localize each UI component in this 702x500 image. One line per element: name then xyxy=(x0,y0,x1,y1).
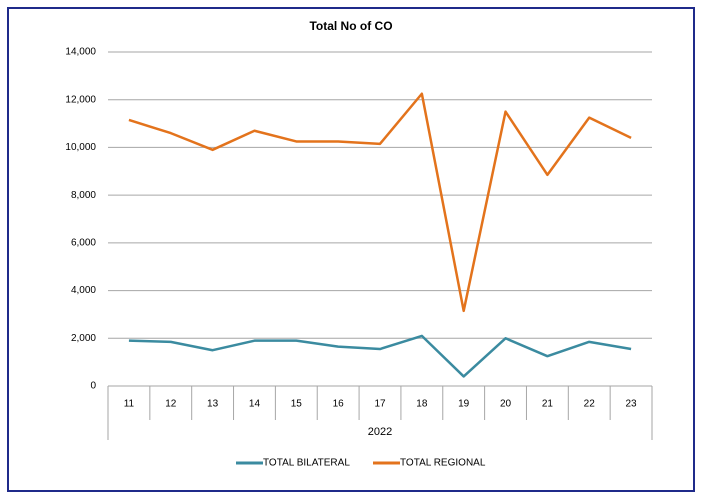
legend-label: TOTAL BILATERAL xyxy=(263,458,350,469)
y-tick-label: 6,000 xyxy=(71,237,96,248)
x-tick-label: 20 xyxy=(500,399,512,410)
x-tick-label: 22 xyxy=(584,399,596,410)
x-tick-label: 12 xyxy=(165,399,177,410)
x-tick-label: 14 xyxy=(249,399,261,410)
x-tick-label: 17 xyxy=(374,399,386,410)
x-tick-label: 13 xyxy=(207,399,219,410)
y-tick-label: 10,000 xyxy=(65,142,96,153)
x-tick-label: 11 xyxy=(124,399,135,410)
series-line xyxy=(128,334,632,378)
x-tick-label: 19 xyxy=(458,399,470,410)
x-tick-label: 16 xyxy=(333,399,345,410)
y-tick-label: 2,000 xyxy=(71,333,96,344)
x-tick-label: 23 xyxy=(626,399,638,410)
x-tick-label: 15 xyxy=(291,399,303,410)
y-tick-label: 4,000 xyxy=(71,285,96,296)
y-tick-label: 14,000 xyxy=(65,47,96,58)
category-group-label: 2022 xyxy=(368,426,392,438)
series-line xyxy=(128,92,632,313)
chart-title: Total No of CO xyxy=(309,19,392,33)
chart-frame xyxy=(7,7,695,492)
y-tick-label: 12,000 xyxy=(65,94,96,105)
y-tick-label: 8,000 xyxy=(71,190,96,201)
y-tick-label: 0 xyxy=(90,381,96,392)
legend-label: TOTAL REGIONAL xyxy=(400,458,486,469)
x-tick-label: 18 xyxy=(416,399,428,410)
x-tick-label: 21 xyxy=(542,399,554,410)
